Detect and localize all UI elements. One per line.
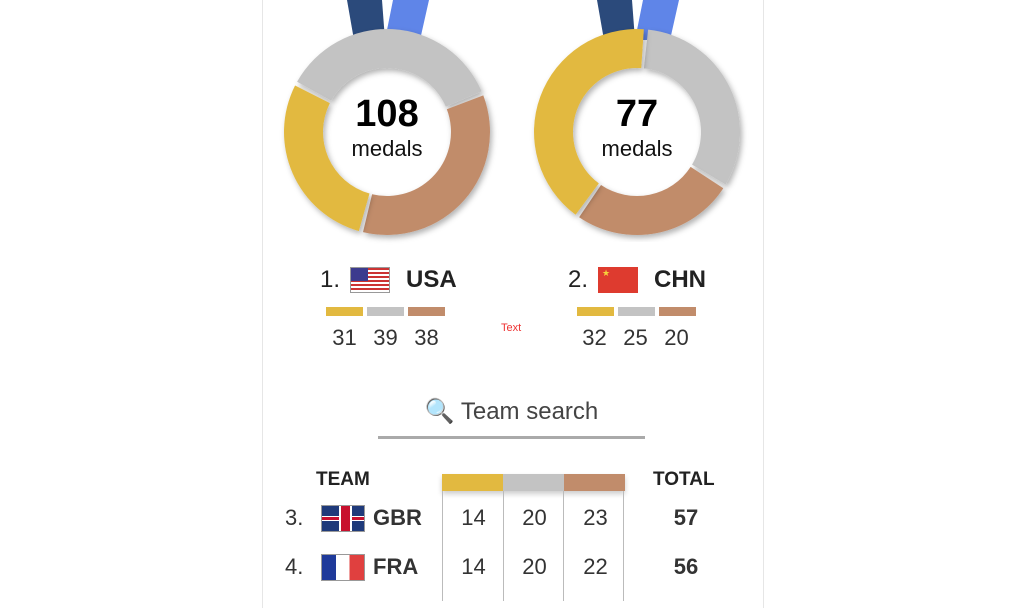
chn-medal-counts: 32 25 20	[574, 325, 697, 351]
uk-flag-icon	[321, 504, 365, 532]
rank-number: 2.	[568, 266, 589, 293]
silver-count: 25	[623, 325, 648, 350]
gold-count: 32	[582, 325, 607, 350]
rank: 4.	[285, 554, 304, 579]
total-count: 57	[673, 505, 699, 530]
usa-medal-counts: 31 39 38	[324, 325, 447, 351]
silver-count: 39	[373, 325, 398, 350]
team-search-input[interactable]: 🔍 Team search	[378, 394, 645, 439]
rank-number: 1.	[320, 266, 341, 293]
chn-rank[interactable]: 2. ★ CHN	[568, 266, 706, 294]
table-row[interactable]: 4. FRA 14 20 22 56	[285, 552, 726, 582]
team-column-header: TEAM	[316, 469, 370, 490]
divider	[503, 491, 504, 601]
ribbon-light	[635, 0, 679, 40]
chn-medal-bars	[577, 307, 696, 316]
total-column-header: TOTAL	[653, 469, 715, 490]
medal-column-headers	[442, 474, 625, 491]
gold-bar	[326, 307, 363, 316]
search-label: Team search	[460, 398, 599, 425]
gold-count: 14	[461, 554, 486, 579]
gold-column-header[interactable]	[442, 474, 503, 491]
country-code: USA	[406, 266, 457, 293]
bronze-count: 23	[583, 505, 608, 530]
usa-bronze-segment	[363, 95, 490, 235]
usa-rank[interactable]: 1. USA	[320, 266, 457, 294]
placeholder-text: Text	[501, 322, 522, 334]
gold-count: 14	[461, 505, 486, 530]
divider	[623, 491, 624, 601]
usa-gold-segment	[284, 85, 370, 232]
bronze-column-header[interactable]	[564, 474, 625, 491]
chn-total-number: 77	[615, 93, 659, 135]
usa-total: 108 medals	[317, 94, 457, 162]
silver-count: 20	[522, 554, 547, 579]
chn-bronze-segment	[579, 166, 724, 236]
rank: 3.	[285, 505, 304, 530]
usa-total-label: medals	[351, 136, 423, 161]
chn-silver-segment	[643, 29, 740, 185]
france-flag-icon	[321, 553, 365, 581]
divider	[563, 491, 564, 601]
silver-bar	[367, 307, 404, 316]
country-code: FRA	[373, 554, 419, 579]
china-flag-icon: ★	[598, 267, 639, 293]
total-count: 56	[673, 554, 699, 579]
gold-count: 31	[332, 325, 357, 350]
chn-total-label: medals	[601, 136, 673, 161]
bronze-bar	[408, 307, 445, 316]
usa-total-number: 108	[355, 93, 419, 135]
silver-count: 20	[522, 505, 547, 530]
usa-silver-segment	[297, 28, 482, 107]
chn-gold-segment	[533, 28, 644, 215]
country-code: CHN	[654, 266, 707, 293]
bronze-count: 22	[583, 554, 608, 579]
bronze-count: 38	[414, 325, 439, 350]
silver-bar	[618, 307, 655, 316]
silver-column-header[interactable]	[503, 474, 564, 491]
chn-total: 77 medals	[567, 94, 707, 162]
us-flag-icon	[350, 267, 391, 293]
medal-donuts	[284, 0, 740, 236]
divider	[442, 491, 443, 601]
bronze-count: 20	[664, 325, 689, 350]
country-code: GBR	[373, 505, 422, 530]
bronze-bar	[659, 307, 696, 316]
gold-bar	[577, 307, 614, 316]
magnifier-icon: 🔍	[424, 398, 455, 425]
table-row[interactable]: 3. GBR 14 20 23 57	[285, 503, 726, 533]
usa-medal-bars	[326, 307, 445, 316]
